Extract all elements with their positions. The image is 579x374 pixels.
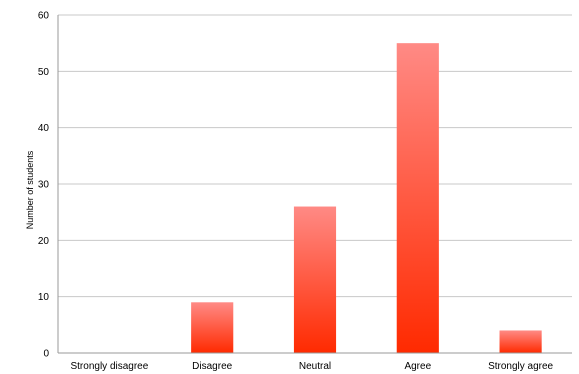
y-tick-label: 40 (38, 123, 50, 134)
y-tick-label: 20 (38, 236, 50, 247)
bars (191, 43, 542, 354)
y-tick-labels: 0 10 20 30 40 50 60 (38, 11, 50, 360)
x-tick-label: Neutral (299, 361, 331, 372)
axes (57, 15, 572, 354)
y-tick-label: 0 (43, 349, 49, 360)
y-tick-label: 50 (38, 67, 50, 78)
y-tick-label: 30 (38, 180, 50, 191)
y-axis-title: Number of students (25, 150, 35, 229)
gridlines (58, 14, 572, 298)
x-tick-label: Agree (404, 361, 431, 372)
x-tick-label: Disagree (192, 361, 232, 372)
x-tick-label: Strongly disagree (70, 361, 148, 372)
y-tick-label: 10 (38, 292, 50, 303)
bar-disagree (191, 302, 234, 353)
bar-strongly-agree (499, 330, 542, 353)
x-tick-label: Strongly agree (488, 361, 553, 372)
bar-neutral (293, 206, 337, 353)
bar-agree (396, 43, 439, 354)
x-tick-labels: Strongly disagree Disagree Neutral Agree Str… (70, 361, 553, 372)
y-tick-label: 60 (38, 11, 50, 22)
